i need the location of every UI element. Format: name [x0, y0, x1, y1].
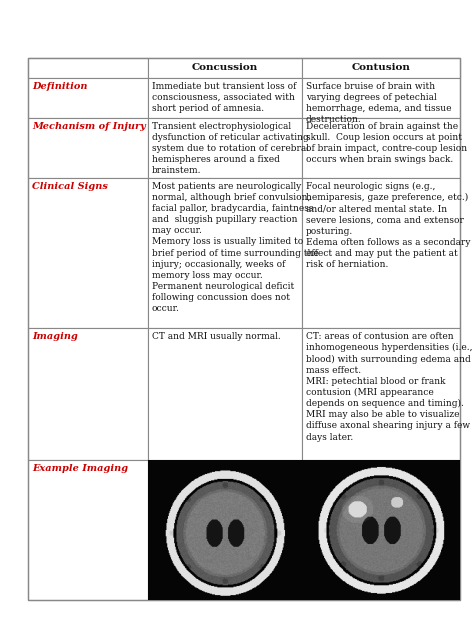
Bar: [148, 328, 302, 460]
Bar: [148, 58, 302, 78]
Text: Imaging: Imaging: [32, 332, 78, 341]
Text: Focal neurologic signs (e.g.,
hemiparesis, gaze preference, etc.)
and/or altered: Focal neurologic signs (e.g., hemiparesi…: [306, 182, 471, 269]
Bar: [28, 118, 148, 178]
Bar: [148, 460, 302, 600]
Text: Example Imaging: Example Imaging: [32, 464, 128, 473]
Bar: [28, 460, 148, 600]
Bar: [148, 178, 302, 328]
Bar: [148, 118, 302, 178]
Bar: [302, 460, 460, 600]
Bar: [302, 118, 460, 178]
Text: Clinical Signs: Clinical Signs: [32, 182, 108, 191]
Text: Concussion: Concussion: [192, 63, 258, 73]
Text: Immediate but transient loss of
consciousness, associated with
short period of a: Immediate but transient loss of consciou…: [152, 82, 296, 113]
Bar: [302, 58, 460, 78]
Text: Surface bruise of brain with
varying degrees of petechial
hemorrhage, edema, and: Surface bruise of brain with varying deg…: [306, 82, 452, 125]
Bar: [148, 78, 302, 118]
Text: Contusion: Contusion: [352, 63, 410, 73]
Bar: [28, 58, 148, 78]
Bar: [28, 328, 148, 460]
Text: Most patients are neurologically
normal, although brief convulsion,
facial pallo: Most patients are neurologically normal,…: [152, 182, 319, 313]
Bar: [302, 78, 460, 118]
Bar: [28, 58, 460, 600]
Text: Definition: Definition: [32, 82, 88, 91]
Text: CT and MRI usually normal.: CT and MRI usually normal.: [152, 332, 281, 341]
Text: Transient electrophysiological
dysfunction of reticular activating
system due to: Transient electrophysiological dysfuncti…: [152, 122, 309, 176]
Bar: [28, 78, 148, 118]
Bar: [28, 58, 460, 78]
Text: CT: areas of contusion are often
inhomogeneous hyperdensities (i.e.,
blood) with: CT: areas of contusion are often inhomog…: [306, 332, 473, 442]
Text: Deceleration of brain against the
skull.  Coup lesion occurs at point
of brain i: Deceleration of brain against the skull.…: [306, 122, 467, 164]
Bar: [28, 178, 148, 328]
Text: Mechanism of Injury: Mechanism of Injury: [32, 122, 146, 131]
Bar: [302, 328, 460, 460]
Bar: [302, 178, 460, 328]
